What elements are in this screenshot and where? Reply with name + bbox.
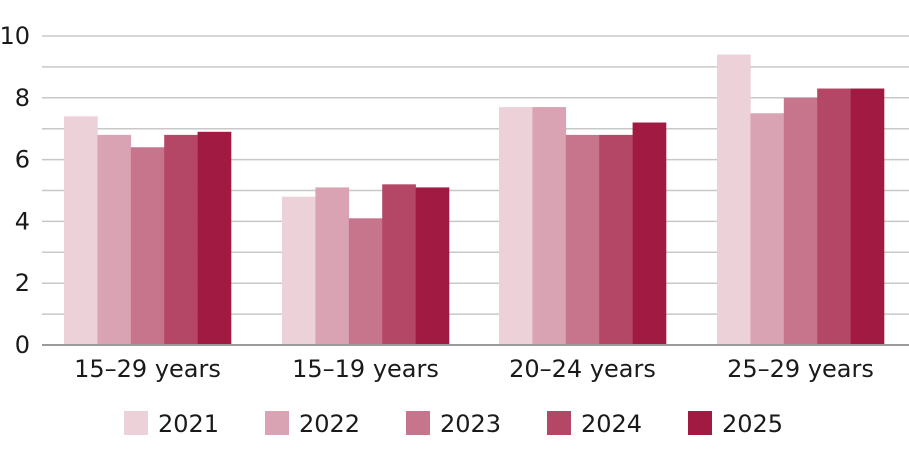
legend-swatch-2023: [406, 411, 430, 435]
x-category-label: 15–29 years: [74, 355, 221, 383]
bar-2024-1: [382, 184, 416, 345]
x-category-label: 20–24 years: [509, 355, 656, 383]
bar-2025-1: [415, 187, 450, 345]
legend-label-2021: 2021: [158, 410, 219, 438]
bar-2025-2: [632, 122, 667, 346]
bar-2022-0: [97, 134, 132, 345]
y-axis-tick-labels: 0 2 4 6 8 10: [0, 22, 30, 359]
x-category-label: 25–29 years: [727, 355, 874, 383]
bar-2023-1: [348, 218, 383, 345]
x-axis-category-labels: 15–29 years 15–19 years 20–24 years 25–29 y…: [74, 355, 874, 383]
bar-2022-1: [315, 187, 350, 345]
bar-2021-1: [282, 196, 316, 345]
y-tick-label: 0: [15, 331, 30, 359]
y-tick-label: 10: [0, 22, 30, 50]
bar-2022-2: [532, 107, 567, 345]
legend-swatch-2021: [124, 411, 148, 435]
bar-2024-3: [817, 88, 851, 345]
legend-label-2022: 2022: [299, 410, 360, 438]
y-tick-label: 2: [15, 269, 30, 297]
bar-2021-0: [64, 116, 98, 345]
x-category-label: 15–19 years: [292, 355, 439, 383]
y-tick-label: 8: [15, 84, 30, 112]
legend-swatch-2024: [547, 411, 571, 435]
bar-2021-2: [499, 107, 533, 345]
legend-label-2023: 2023: [440, 410, 501, 438]
legend-swatch-2025: [688, 411, 712, 435]
legend-swatch-2022: [265, 411, 289, 435]
bar-2024-0: [164, 134, 198, 345]
bar-2023-0: [130, 147, 165, 345]
legend-label-2024: 2024: [581, 410, 642, 438]
y-tick-label: 4: [15, 207, 30, 235]
y-tick-label: 6: [15, 146, 30, 174]
bars: [64, 54, 885, 346]
bar-2021-3: [717, 54, 751, 345]
bar-2023-3: [783, 97, 818, 345]
legend: 2021 2022 2023 2024 2025: [124, 410, 783, 438]
bar-2025-3: [850, 88, 885, 345]
bar-2024-2: [599, 134, 633, 345]
bar-2022-3: [750, 113, 785, 345]
bar-2025-0: [197, 131, 232, 345]
legend-label-2025: 2025: [722, 410, 783, 438]
bar-2023-2: [565, 134, 600, 345]
